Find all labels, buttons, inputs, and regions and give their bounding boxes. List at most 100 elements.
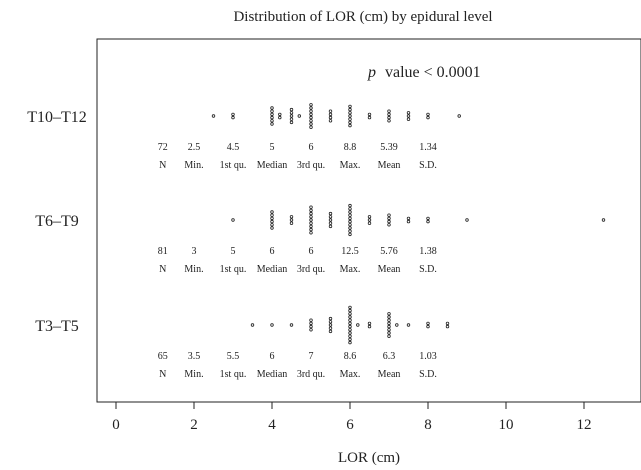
data-point [406, 114, 411, 118]
stat-value: 5.76 [380, 246, 398, 257]
data-point [309, 224, 313, 229]
stat-value: 65 [158, 351, 168, 362]
data-point [348, 229, 352, 233]
data-point [289, 114, 294, 118]
data-point [289, 218, 294, 222]
data-point [289, 111, 294, 115]
stat-label: Max. [340, 264, 361, 275]
data-point [309, 218, 313, 222]
stat-label: S.D. [419, 369, 437, 380]
data-point [289, 323, 294, 327]
data-point [348, 226, 352, 230]
data-point [426, 219, 430, 224]
stat-label: Median [257, 160, 288, 171]
data-point [309, 215, 313, 219]
stat-label: 1st qu. [220, 160, 247, 171]
data-point [270, 122, 274, 126]
data-point [387, 328, 391, 332]
data-point [328, 119, 333, 123]
stat-label: S.D. [419, 264, 437, 275]
data-point [250, 323, 255, 327]
data-point [387, 315, 391, 319]
data-point [270, 112, 274, 117]
data-point [270, 223, 274, 227]
data-point [387, 219, 391, 224]
stat-label: Mean [378, 264, 401, 275]
stat-value: 3.5 [188, 351, 201, 362]
data-point [348, 340, 352, 345]
data-point [348, 337, 352, 342]
data-point [387, 312, 391, 316]
data-point [348, 312, 352, 316]
stat-label: Min. [184, 369, 203, 380]
data-point [270, 115, 274, 120]
data-point [309, 125, 313, 129]
x-tick-label: 6 [346, 417, 354, 433]
data-point [406, 111, 411, 115]
data-point [367, 221, 372, 225]
stat-label: Median [257, 369, 288, 380]
stat-label: Mean [378, 369, 401, 380]
data-point [426, 321, 430, 326]
stat-value: 6 [270, 246, 275, 257]
data-point [445, 324, 450, 329]
data-point [426, 112, 430, 117]
data-point [309, 324, 313, 329]
data-point [601, 218, 606, 222]
data-point [348, 120, 352, 125]
p-value-annotation: p value < 0.0001 [367, 64, 481, 81]
stat-value: 6 [270, 351, 275, 362]
data-point [328, 329, 333, 334]
data-point [387, 331, 391, 335]
stat-label: 3rd qu. [297, 160, 325, 171]
data-point [348, 107, 352, 112]
data-point [309, 205, 313, 209]
stat-label: 1st qu. [220, 264, 247, 275]
data-point [387, 112, 391, 117]
data-point [309, 227, 313, 232]
data-point [348, 308, 352, 313]
group-label: T10–T12 [27, 109, 87, 126]
data-point [328, 323, 333, 327]
data-point [278, 112, 282, 117]
data-point [348, 232, 352, 237]
data-point [309, 109, 313, 113]
data-point [348, 123, 352, 128]
stat-value: 3 [192, 246, 197, 257]
stat-value: 1.38 [419, 246, 437, 257]
p-value-letter: p [367, 64, 376, 81]
data-point [289, 107, 294, 112]
data-point [387, 119, 391, 123]
stat-label: 3rd qu. [297, 369, 325, 380]
data-point [348, 117, 352, 121]
data-point [309, 318, 313, 322]
data-point [270, 109, 274, 113]
data-point [309, 321, 313, 326]
stat-value: 1.03 [419, 351, 437, 362]
data-point [309, 106, 313, 110]
data-point [328, 221, 333, 225]
data-point [309, 231, 313, 235]
stat-label: N [159, 264, 166, 275]
data-point [270, 210, 274, 214]
data-point [270, 226, 274, 230]
data-point [211, 114, 216, 118]
data-point [297, 114, 301, 118]
data-point [348, 334, 352, 338]
data-point [367, 215, 372, 219]
stat-value: 5.5 [227, 351, 240, 362]
stat-value: 1.34 [419, 142, 437, 153]
data-point [328, 112, 333, 117]
x-tick-label: 0 [112, 417, 120, 433]
data-point [328, 215, 333, 219]
data-point [309, 328, 313, 332]
data-point [348, 114, 352, 118]
data-point [278, 115, 282, 120]
stat-value: 6 [309, 246, 314, 257]
stat-label: Min. [184, 264, 203, 275]
data-point [309, 112, 313, 117]
data-point [270, 219, 274, 224]
data-point [426, 324, 430, 329]
p-value-text: value < 0.0001 [385, 64, 481, 81]
data-point [328, 326, 333, 330]
